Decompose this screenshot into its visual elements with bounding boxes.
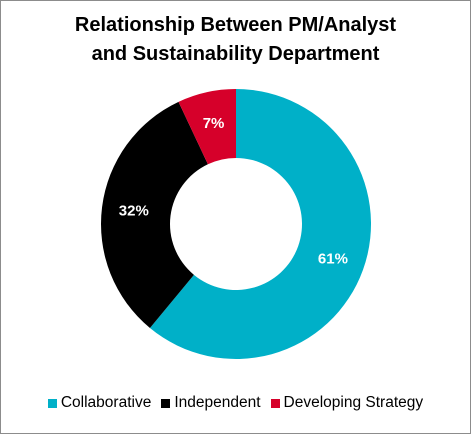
slice-developing-strategy [178,89,236,165]
chart-title-line-2: and Sustainability Department [91,43,380,65]
legend-label-developing-strategy: Developing Strategy [283,394,424,411]
legend-item-collaborative: Collaborative [47,394,152,412]
chart-title: Relationship Between PM/Analyst and Sust… [1,11,470,69]
data-label-independent: 32% [119,203,149,220]
data-label-collaborative: 61% [318,250,348,267]
data-label-developing-strategy: 7% [203,115,225,132]
legend-item-independent: Independent [161,394,261,412]
legend-label-independent: Independent [174,394,261,411]
slice-collaborative [149,89,371,359]
slice-independent [100,101,208,329]
legend-swatch-developing-strategy [270,398,280,408]
legend-swatch-collaborative [47,398,57,408]
chart-legend: Collaborative Independent Developing Str… [1,394,470,412]
legend-item-developing-strategy: Developing Strategy [270,394,424,412]
chart-title-line-1: Relationship Between PM/Analyst [74,14,397,36]
legend-swatch-independent [161,398,171,408]
legend-label-collaborative: Collaborative [60,394,152,411]
